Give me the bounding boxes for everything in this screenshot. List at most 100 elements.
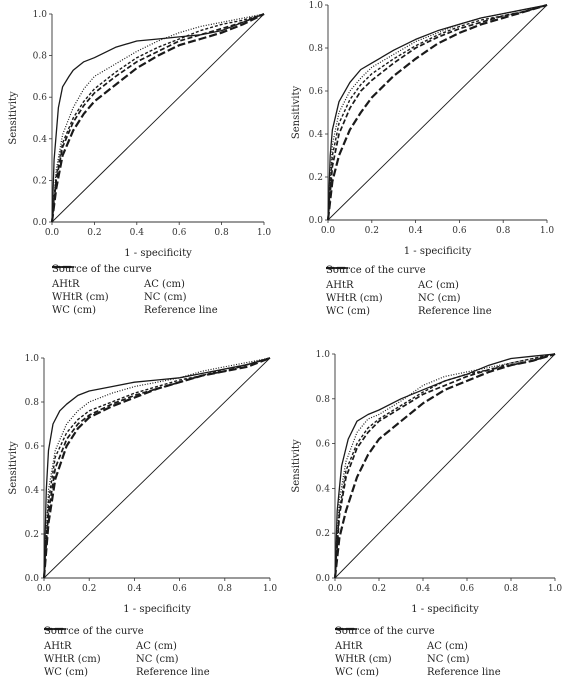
x-tick-label: 0.2 [87,228,101,238]
series-line-ahtr [43,357,271,579]
legend-title: Source of the curve [335,626,435,637]
x-tick-label: 0.8 [218,584,233,594]
roc-panel-top-left: 0.0 0.2 0.4 0.6 0.8 1.0 0.0 0.2 0.4 0.6 0.8 1.0 1 - … [0,0,283,330]
y-tick-label: 0.8 [316,395,331,405]
series-line-nc-cm [326,3,548,221]
legend-item-whtr-cm: WHtR (cm) [52,266,144,304]
legend-label: WHtR (cm) [335,654,392,665]
y-tick-label: 1.0 [316,350,331,360]
x-tick-label: 0.0 [321,226,336,236]
series-line-reference-line [334,353,556,579]
legend-item-nc-cm: NC (cm) [335,627,519,666]
roc-panel-bottom-left: 0.0 0.2 0.4 0.6 0.8 1.0 0.0 0.2 0.4 0.6 0.8 1.0 1 - … [0,340,283,681]
y-tick-label: 0.6 [309,87,324,97]
legend-item-whtr-cm: WHtR (cm) [335,628,427,666]
legend: Source of the curve AHtR AC (cm) WHtR (cm) N… [44,625,228,679]
legend-label: AHtR [335,641,363,652]
legend-item-reference-line: Reference line [326,267,510,318]
legend-item-whtr-cm: WHtR (cm) [326,267,418,305]
legend-label: Reference line [418,306,492,317]
legend-title: Source of the curve [52,264,152,275]
legend-label: WHtR (cm) [52,292,109,303]
x-tick-label: 0.4 [408,226,423,236]
legend-item-whtr-cm: WHtR (cm) [44,628,136,666]
legend-label: AHtR [44,641,72,652]
series-line-reference-line [327,4,548,221]
x-axis-label: 1 - specificity [124,248,192,259]
y-tick-label: 0.2 [309,173,323,183]
legend-title: Source of the curve [44,626,144,637]
series-line-ac-cm [43,357,271,579]
x-tick-label: 0.2 [82,584,96,594]
roc-panel-top-right: 0.0 0.2 0.4 0.6 0.8 1.0 0.0 0.2 0.4 0.6 0.8 1.0 1 - … [283,0,566,330]
x-tick-label: 0.6 [460,584,475,594]
y-tick-label: 0.6 [33,93,48,103]
legend-item-ahtr: AHtR [326,267,418,292]
legend-label: NC (cm) [144,292,187,303]
legend-label: AHtR [52,279,80,290]
y-axis-label: Sensitivity [8,441,19,495]
y-axis-label: Sensitivity [291,86,302,140]
x-tick-label: 0.2 [365,226,379,236]
x-tick-label: 0.8 [214,228,229,238]
legend: Source of the curve AHtR AC (cm) WHtR (cm) N… [335,625,519,679]
y-tick-label: 0.4 [33,135,48,145]
legend-item-nc-cm: NC (cm) [326,266,510,305]
legend: Source of the curve AHtR AC (cm) WHtR (cm) N… [326,264,510,318]
y-tick-label: 0.8 [309,44,324,54]
series-line-wc-cm [327,4,548,221]
legend-label: Reference line [144,305,218,316]
legend-item-nc-cm: NC (cm) [44,627,228,666]
roc-chart-svg: 0.0 0.2 0.4 0.6 0.8 1.0 0.0 0.2 0.4 0.6 0.8 1.0 1 - … [291,1,554,257]
legend-label: WC (cm) [44,667,88,678]
x-axis-label: 1 - specificity [123,604,191,615]
legend-label: AC (cm) [144,279,185,290]
legend-item-wc-cm: WC (cm) [335,628,427,679]
y-tick-label: 0.2 [33,176,47,186]
x-tick-label: 0.0 [37,584,52,594]
y-tick-label: 0.6 [25,442,40,452]
legend-item-ahtr: AHtR [52,266,144,291]
y-tick-label: 0.0 [309,216,324,226]
legend-label: AHtR [326,280,354,291]
series-line-wc-cm [43,357,271,579]
series-line-nc-cm [50,13,265,223]
legend-title: Source of the curve [326,265,426,276]
series-line-reference-line [43,357,271,579]
y-tick-label: 0.0 [25,574,40,584]
y-tick-label: 0.4 [316,484,331,494]
legend-item-wc-cm: WC (cm) [52,266,144,317]
legend-label: AC (cm) [427,641,468,652]
series-line-nc-cm [42,356,271,579]
legend-label: Reference line [427,667,501,678]
y-tick-label: 0.6 [316,440,331,450]
roc-chart-svg: 0.0 0.2 0.4 0.6 0.8 1.0 0.0 0.2 0.4 0.6 0.8 1.0 1 - … [8,10,271,259]
legend-label: NC (cm) [136,654,179,665]
x-tick-label: 0.8 [504,584,519,594]
legend-item-ac-cm: AC (cm) [52,266,236,291]
legend-item-reference-line: Reference line [44,628,228,679]
roc-chart-svg: 0.0 0.2 0.4 0.6 0.8 1.0 0.0 0.2 0.4 0.6 0.8 1.0 1 - … [8,354,277,615]
y-tick-label: 0.8 [25,398,40,408]
legend-swatch [335,628,357,630]
y-tick-label: 0.0 [316,574,331,584]
x-tick-label: 0.0 [328,584,343,594]
legend-item-ahtr: AHtR [335,628,427,653]
y-tick-label: 1.0 [309,1,324,11]
y-tick-label: 0.2 [316,529,330,539]
series-line-whtr-cm [43,357,271,579]
legend-item-reference-line: Reference line [335,628,519,679]
y-axis-label: Sensitivity [8,91,19,145]
x-tick-label: 0.8 [496,226,511,236]
legend-label: AC (cm) [418,280,459,291]
x-tick-label: 0.0 [45,228,60,238]
y-tick-label: 0.4 [25,486,40,496]
x-tick-label: 0.4 [127,584,142,594]
legend: Source of the curve AHtR AC (cm) WHtR (cm) N… [52,263,236,317]
series-line-ahtr [334,353,556,579]
series-line-wc-cm [51,13,265,223]
x-tick-label: 1.0 [263,584,278,594]
legend-swatch [52,266,74,268]
x-tick-label: 0.6 [172,228,187,238]
series-line-whtr-cm [327,4,548,221]
